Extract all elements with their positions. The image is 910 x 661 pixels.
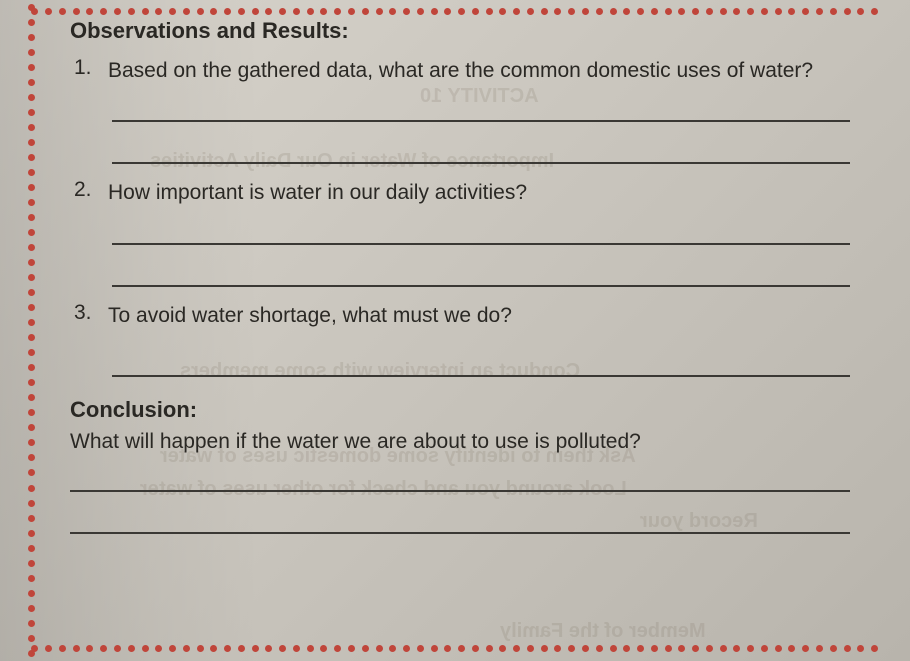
answer-line [112, 94, 850, 122]
question-3-row: 3. To avoid water shortage, what must we… [70, 301, 860, 331]
question-1-row: 1. Based on the gathered data, what are … [70, 56, 860, 86]
worksheet-page: Observations and Results: 1. Based on th… [0, 0, 910, 661]
question-2-text: How important is water in our daily acti… [108, 178, 860, 208]
answer-line [70, 506, 850, 534]
question-2-row: 2. How important is water in our daily a… [70, 178, 860, 208]
conclusion-heading: Conclusion: [70, 397, 860, 423]
answer-line [70, 464, 850, 492]
question-1-number: 1. [70, 56, 108, 80]
observations-heading: Observations and Results: [70, 18, 860, 44]
answer-line [112, 339, 850, 377]
answer-line [112, 259, 850, 287]
conclusion-question: What will happen if the water we are abo… [70, 427, 860, 457]
question-3-text: To avoid water shortage, what must we do… [108, 301, 860, 331]
question-1-text: Based on the gathered data, what are the… [108, 56, 860, 86]
question-3-number: 3. [70, 301, 108, 325]
conclusion-section: Conclusion: What will happen if the wate… [70, 397, 860, 533]
answer-line [112, 136, 850, 164]
answer-line [112, 217, 850, 245]
question-2-number: 2. [70, 178, 108, 202]
